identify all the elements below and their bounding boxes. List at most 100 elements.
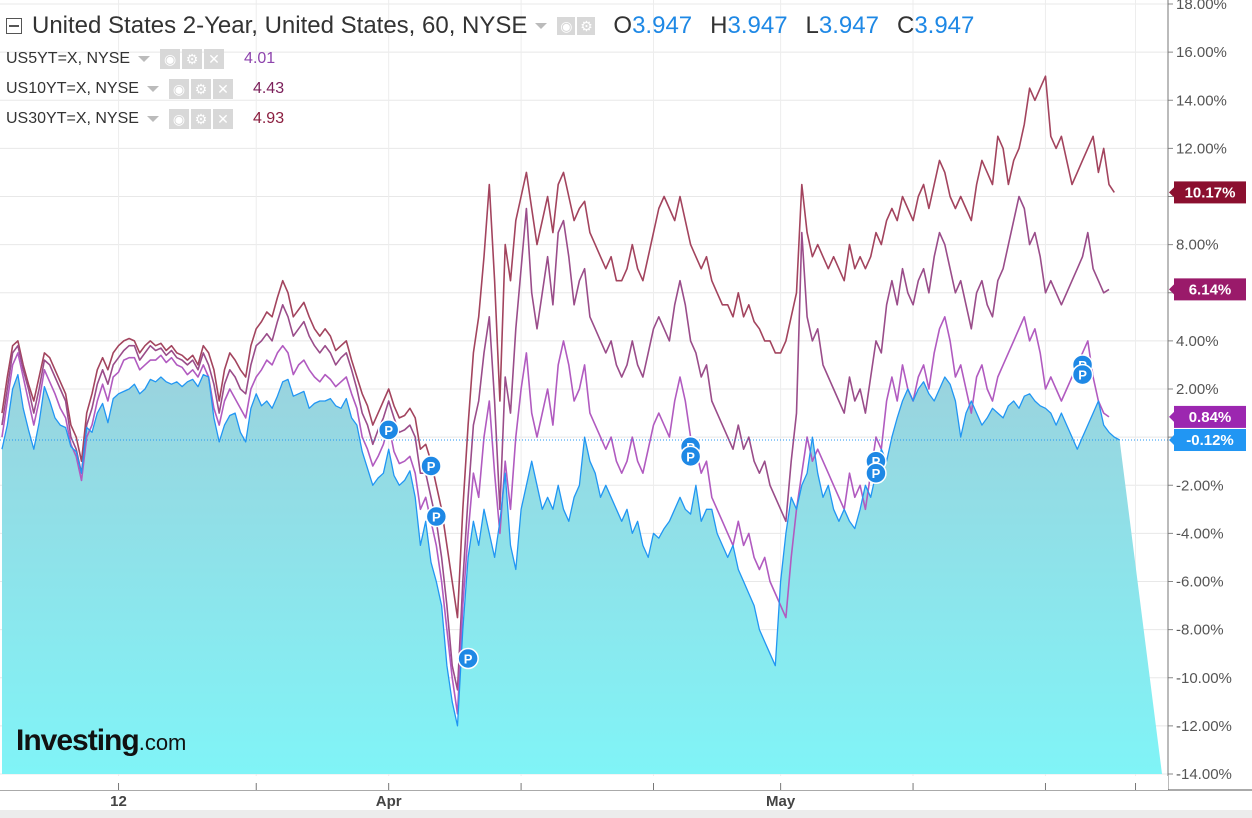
comparison-row-us10yt: US10YT=X, NYSE ◉ ⚙ ✕ 4.43 <box>6 74 988 104</box>
bottom-scroll-strip[interactable] <box>0 810 1252 818</box>
event-marker[interactable]: P <box>425 505 448 528</box>
series-line-us2y <box>1 373 1120 727</box>
gear-icon[interactable]: ⚙ <box>190 109 211 129</box>
y-tick-label: 16.00% <box>1176 44 1227 61</box>
series-line-us10yt <box>1 195 1110 691</box>
y-tick-label: -4.00% <box>1176 525 1224 542</box>
close-icon[interactable]: ✕ <box>204 49 225 69</box>
logo-brand: Investing <box>16 724 140 757</box>
logo-suffix: .com <box>138 730 187 755</box>
comparison-buttons: ◉ ⚙ ✕ <box>168 109 233 129</box>
x-axis-band <box>0 776 1168 790</box>
open-value: 3.947 <box>632 12 693 39</box>
price-label: 0.84% <box>1169 405 1246 428</box>
marker-layer: PPPPPPPPPP <box>377 354 1094 670</box>
marker-label: P <box>464 652 473 667</box>
series-line-us5yt <box>1 316 1110 715</box>
y-tick-label: 8.00% <box>1176 237 1219 254</box>
price-label-bg <box>1174 181 1246 204</box>
comparison-value: 4.43 <box>252 80 285 97</box>
chart-legend: United States 2-Year, United States, 60,… <box>6 8 988 134</box>
open-label: O <box>613 12 633 39</box>
marker-badge <box>1071 363 1094 386</box>
main-series-buttons: ◉ ⚙ <box>557 17 596 35</box>
price-label-bg <box>1174 405 1246 428</box>
event-marker[interactable]: P <box>865 462 887 484</box>
low-value: 3.947 <box>818 12 879 39</box>
event-marker[interactable]: P <box>679 445 702 468</box>
marker-label: P <box>872 454 881 469</box>
eye-icon[interactable]: ◉ <box>168 109 189 129</box>
y-tick-label: 4.00% <box>1176 333 1219 350</box>
marker-badge <box>865 462 887 484</box>
price-label: 10.17% <box>1169 181 1246 204</box>
comparison-symbol: US10YT=X, NYSE <box>6 80 139 97</box>
gear-icon[interactable]: ⚙ <box>182 49 203 69</box>
event-marker[interactable]: P <box>420 455 442 477</box>
price-label-text: 10.17% <box>1185 184 1236 201</box>
marker-badge <box>420 455 442 477</box>
marker-badge <box>679 445 702 468</box>
main-series-row: United States 2-Year, United States, 60,… <box>6 8 988 44</box>
y-tick-label: 12.00% <box>1176 140 1227 157</box>
marker-label: P <box>686 449 695 464</box>
x-tick-label: Apr <box>376 793 402 810</box>
high-label: H <box>710 12 728 39</box>
comparison-value: 4.93 <box>252 110 285 127</box>
x-tick-label: 12 <box>110 793 127 810</box>
eye-icon[interactable]: ◉ <box>168 79 189 99</box>
price-label-bg <box>1174 429 1246 452</box>
area-layer <box>2 374 1162 774</box>
y-tick-label: 2.00% <box>1176 381 1219 398</box>
y-tick-label: -14.00% <box>1176 766 1232 783</box>
price-label-arrow <box>1169 283 1175 296</box>
marker-badge <box>425 505 448 528</box>
price-label-arrow <box>1169 410 1175 423</box>
x-tick-label: May <box>766 793 796 810</box>
price-label: -0.12% <box>1169 429 1246 452</box>
gear-icon[interactable]: ⚙ <box>577 17 596 35</box>
event-marker[interactable]: P <box>377 419 400 441</box>
comparison-buttons: ◉ ⚙ ✕ <box>160 49 225 69</box>
marker-label: P <box>872 466 881 481</box>
event-marker[interactable]: P <box>457 647 479 670</box>
eye-icon[interactable]: ◉ <box>557 17 576 35</box>
price-label-text: -0.12% <box>1186 432 1234 449</box>
close-icon[interactable]: ✕ <box>212 79 233 99</box>
comparison-row-us5yt: US5YT=X, NYSE ◉ ⚙ ✕ 4.01 <box>6 44 988 74</box>
series-line-us30yt <box>1 75 1115 619</box>
y-tick-label: -6.00% <box>1176 574 1224 591</box>
collapse-icon[interactable] <box>6 18 22 34</box>
chevron-down-icon[interactable] <box>138 56 151 62</box>
comparison-symbol: US5YT=X, NYSE <box>6 50 131 67</box>
chart-title: United States 2-Year, United States, 60,… <box>32 12 528 39</box>
price-label-bg <box>1174 278 1246 301</box>
price-label-text: 0.84% <box>1189 409 1232 426</box>
chevron-down-icon[interactable] <box>146 86 159 92</box>
comparison-buttons: ◉ ⚙ ✕ <box>168 79 233 99</box>
high-value: 3.947 <box>727 12 788 39</box>
chevron-down-icon[interactable] <box>146 116 159 122</box>
comparison-row-us30yt: US30YT=X, NYSE ◉ ⚙ ✕ 4.93 <box>6 104 988 134</box>
series-layer <box>0 75 1168 727</box>
y-tick-label: -2.00% <box>1176 477 1224 494</box>
low-label: L <box>805 12 819 39</box>
y-tick-label: -8.00% <box>1176 622 1224 639</box>
y-tick-label: -10.00% <box>1176 670 1232 687</box>
marker-badge <box>377 419 400 441</box>
eye-icon[interactable]: ◉ <box>160 49 181 69</box>
comparison-symbol: US30YT=X, NYSE <box>6 110 139 127</box>
price-label-layer: -0.12% 0.84% 6.14% 10.17% <box>1169 181 1246 452</box>
chevron-down-icon[interactable] <box>535 23 548 29</box>
investing-logo: Investing.com <box>16 724 186 758</box>
close-value: 3.947 <box>914 12 975 39</box>
y-tick-label: 18.00% <box>1176 0 1227 13</box>
event-marker[interactable]: P <box>1071 363 1094 386</box>
gear-icon[interactable]: ⚙ <box>190 79 211 99</box>
comparison-value: 4.01 <box>244 50 276 67</box>
marker-badge <box>457 647 479 670</box>
close-icon[interactable]: ✕ <box>212 109 233 129</box>
close-label: C <box>896 12 915 39</box>
